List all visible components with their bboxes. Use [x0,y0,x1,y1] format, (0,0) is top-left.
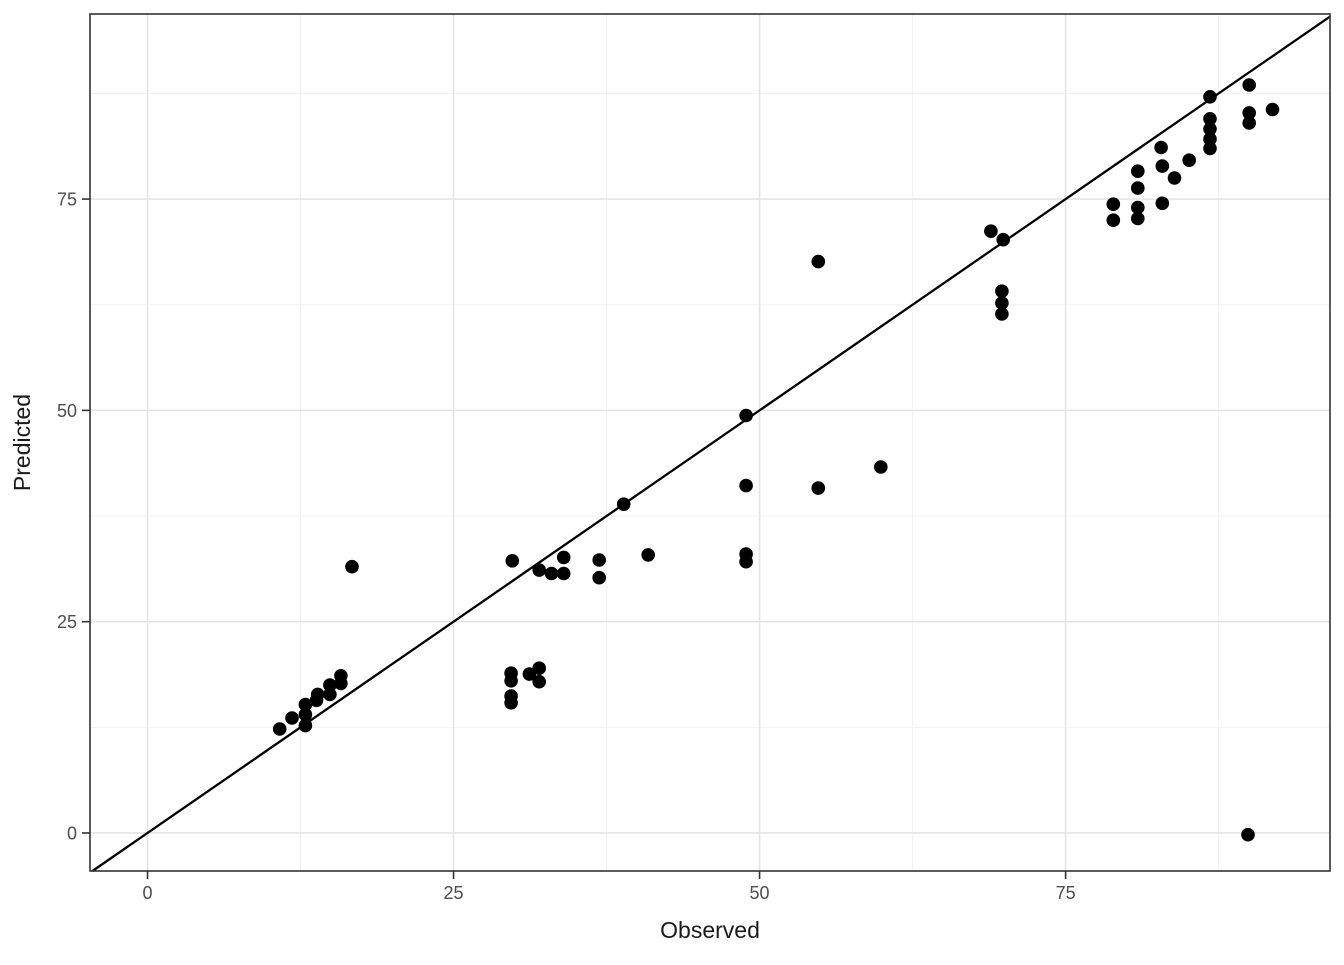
data-point [323,687,337,702]
y-axis-title: Predicted [9,394,35,491]
data-point [544,566,559,581]
y-tick-label: 75 [57,190,77,210]
data-point [298,707,313,722]
data-point [1241,827,1255,842]
data-point [1106,213,1121,227]
data-point [1106,197,1121,211]
data-point [298,697,313,712]
data-point [995,307,1009,321]
data-point [532,563,546,577]
identity-line-segment [91,15,1331,872]
data-point [345,559,359,574]
data-point [1182,153,1196,167]
data-point [996,232,1010,247]
data-point [995,284,1009,299]
data-point [504,674,518,688]
data-point [811,481,826,495]
grid-major-lines [90,14,1330,871]
data-point [323,678,337,692]
data-point [1155,159,1170,173]
data-point [739,478,753,493]
x-tick-label: 75 [1056,883,1076,903]
data-point [592,570,606,585]
data-point [1131,164,1145,178]
x-axis-title: Observed [660,917,760,943]
panel-border [89,13,1331,872]
data-point [532,674,546,689]
data-point [1131,211,1145,226]
data-points [272,78,1280,842]
data-point [1131,200,1145,215]
data-point [1155,196,1170,211]
data-point [984,224,998,238]
data-point [310,687,325,702]
data-point [739,408,753,423]
data-point [616,497,631,512]
data-point [1203,132,1217,146]
data-point [1242,106,1256,120]
grid-minor-lines [90,14,1330,871]
x-tick-label: 0 [143,883,153,903]
data-point [1167,171,1182,185]
axis-tick-labels: 0 25 50 75 0 25 50 75 [57,190,1076,903]
identity-line [91,15,1331,872]
y-tick-label: 25 [57,612,77,632]
data-point [995,296,1009,310]
x-tick-label: 25 [444,883,464,903]
data-point [1131,181,1145,195]
data-point [532,661,546,675]
data-point [1242,116,1256,130]
data-point [811,254,826,269]
data-point [504,696,518,710]
data-point [1154,140,1168,155]
data-point [641,548,655,562]
data-point [272,722,287,736]
data-point [522,667,537,681]
data-point [739,554,753,569]
data-point [1203,90,1217,104]
y-tick-label: 0 [67,823,77,843]
data-point [1203,122,1217,136]
data-point [505,554,520,568]
data-point [1203,112,1217,126]
y-tick-label: 50 [57,401,77,421]
data-point [556,566,571,581]
data-point [592,553,606,567]
data-point [1203,141,1217,156]
axis-tick-marks [82,198,1067,879]
data-point [556,550,571,565]
data-point [298,718,313,733]
data-point [334,669,348,683]
data-point [285,711,299,725]
data-point [1242,78,1256,92]
data-point [1265,102,1280,117]
x-tick-label: 50 [750,883,770,903]
data-point [874,460,888,474]
